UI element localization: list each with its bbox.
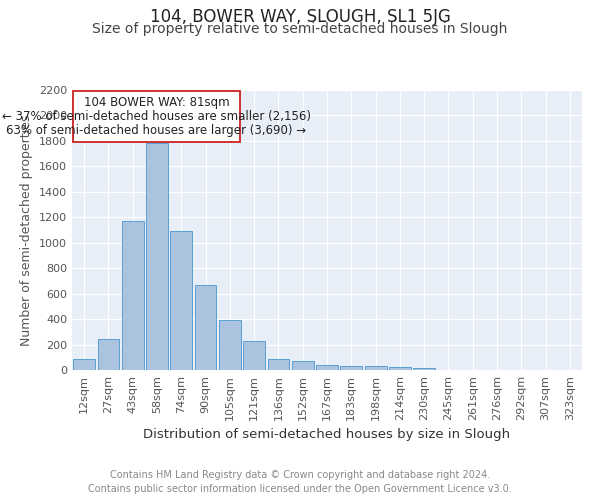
Bar (97, 340, 119, 370)
Text: 63% of semi-detached houses are larger (3,690) →: 63% of semi-detached houses are larger (… (7, 124, 307, 138)
Bar (316, 365, 338, 370)
Bar (292, 361, 314, 370)
Bar (219, 320, 241, 370)
Text: Contains HM Land Registry data © Crown copyright and database right 2024.
Contai: Contains HM Land Registry data © Crown c… (88, 470, 512, 494)
Bar (268, 359, 289, 370)
Bar (194, 284, 217, 370)
Bar (389, 367, 411, 370)
Bar (365, 366, 386, 370)
Text: ← 37% of semi-detached houses are smaller (2,156): ← 37% of semi-detached houses are smalle… (2, 110, 311, 123)
Bar (413, 368, 435, 370)
Text: 104, BOWER WAY, SLOUGH, SL1 5JG: 104, BOWER WAY, SLOUGH, SL1 5JG (149, 8, 451, 26)
Bar (122, 221, 143, 370)
Y-axis label: Number of semi-detached properties: Number of semi-detached properties (20, 114, 34, 346)
Bar (73, 358, 95, 370)
Bar (340, 366, 362, 370)
X-axis label: Distribution of semi-detached houses by size in Slough: Distribution of semi-detached houses by … (143, 428, 511, 442)
FancyBboxPatch shape (73, 92, 239, 142)
Bar (146, 144, 168, 370)
Bar (170, 232, 192, 370)
Bar (243, 342, 265, 370)
Text: 104 BOWER WAY: 81sqm: 104 BOWER WAY: 81sqm (83, 96, 229, 109)
Text: Size of property relative to semi-detached houses in Slough: Size of property relative to semi-detach… (92, 22, 508, 36)
